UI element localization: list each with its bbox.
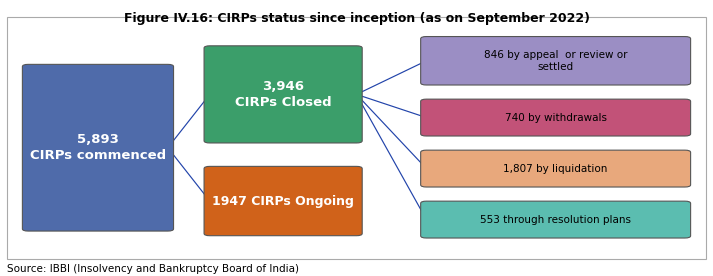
Text: Figure IV.16: CIRPs status since inception (as on September 2022): Figure IV.16: CIRPs status since incepti… xyxy=(123,12,590,25)
Text: 1,807 by liquidation: 1,807 by liquidation xyxy=(503,164,607,174)
Text: 3,946
CIRPs Closed: 3,946 CIRPs Closed xyxy=(235,80,332,109)
FancyBboxPatch shape xyxy=(22,64,173,231)
Text: 553 through resolution plans: 553 through resolution plans xyxy=(480,214,631,225)
Text: 5,893
CIRPs commenced: 5,893 CIRPs commenced xyxy=(30,133,166,162)
FancyBboxPatch shape xyxy=(421,36,691,85)
FancyBboxPatch shape xyxy=(204,46,362,143)
FancyBboxPatch shape xyxy=(421,150,691,187)
Text: 740 by withdrawals: 740 by withdrawals xyxy=(505,113,607,123)
FancyBboxPatch shape xyxy=(204,166,362,236)
FancyBboxPatch shape xyxy=(421,99,691,136)
Text: 1947 CIRPs Ongoing: 1947 CIRPs Ongoing xyxy=(212,195,354,208)
FancyBboxPatch shape xyxy=(7,17,706,259)
FancyBboxPatch shape xyxy=(421,201,691,238)
Text: Source: IBBI (Insolvency and Bankruptcy Board of India): Source: IBBI (Insolvency and Bankruptcy … xyxy=(7,264,299,274)
Text: 846 by appeal  or review or
settled: 846 by appeal or review or settled xyxy=(484,50,627,72)
